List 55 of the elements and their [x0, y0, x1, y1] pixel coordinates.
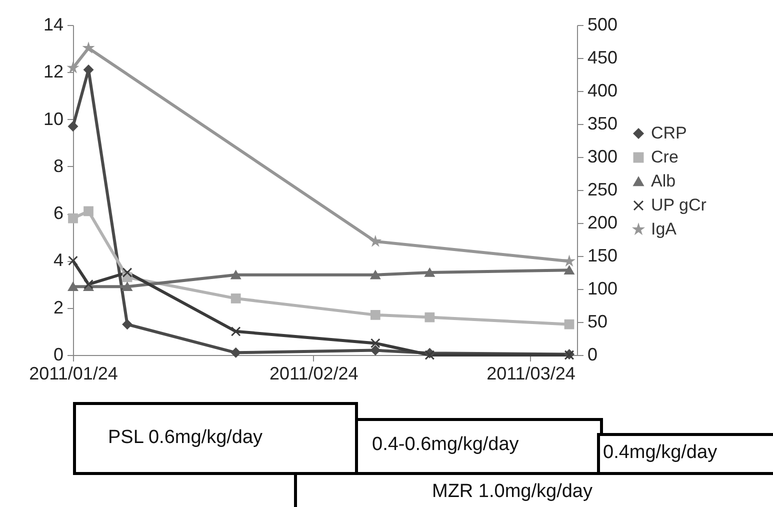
point — [84, 43, 94, 52]
x-tick-label: 2011/01/24 — [29, 364, 118, 384]
y2-tick-label: 300 — [588, 146, 618, 166]
point — [370, 236, 380, 246]
legend-label: IgA — [651, 220, 678, 238]
y2-tick-label: 200 — [588, 212, 618, 232]
x-tick-label: 2011/02/24 — [269, 364, 358, 384]
point — [370, 338, 380, 348]
y2-tick-label: 350 — [588, 114, 618, 134]
point — [122, 268, 132, 278]
x-tick-label: 2011/03/24 — [486, 364, 576, 384]
y-tick-label: 4 — [53, 250, 64, 270]
y2-tick-label: 50 — [588, 312, 608, 332]
point — [370, 310, 380, 320]
legend-label: CRP — [651, 124, 687, 142]
y-tick-label: 12 — [43, 62, 64, 82]
y-tick-label: 6 — [53, 203, 64, 224]
y2-tick-label: 100 — [588, 278, 618, 298]
point — [370, 345, 380, 356]
y-tick-label: 8 — [53, 156, 64, 176]
point — [68, 62, 78, 72]
y-tick-label: 10 — [43, 108, 64, 129]
text: MZR 1.0mg/kg/day — [432, 481, 592, 503]
point — [68, 256, 78, 266]
point — [370, 270, 380, 280]
text: PSL 0.6mg/kg/day — [108, 427, 263, 449]
point — [564, 319, 574, 330]
text: 0.4mg/kg/day — [603, 442, 718, 464]
point — [84, 206, 94, 216]
point — [230, 348, 241, 358]
y2-tick-label: 500 — [588, 14, 618, 34]
point — [424, 312, 435, 322]
point — [68, 121, 78, 132]
point — [84, 279, 94, 290]
y-tick-label: 2 — [53, 297, 64, 318]
y-tick-label: 14 — [43, 14, 64, 34]
y2-tick-label: 250 — [588, 180, 618, 200]
point — [122, 282, 132, 292]
point — [122, 319, 132, 330]
point — [68, 213, 78, 224]
y2-tick-label: 150 — [588, 246, 618, 266]
y-tick-label: 0 — [53, 344, 64, 364]
point — [230, 293, 241, 304]
point — [68, 282, 78, 292]
text: 0.4-0.6mg/kg/day — [372, 434, 519, 456]
point — [230, 270, 241, 280]
point — [230, 326, 241, 336]
point — [424, 268, 435, 277]
y2-tick-label: 400 — [588, 80, 618, 100]
point — [564, 266, 574, 275]
legend-label: Alb — [651, 172, 676, 190]
legend-label: Cre — [651, 148, 678, 166]
y2-tick-label: 0 — [588, 344, 598, 364]
y2-tick-label: 450 — [588, 48, 618, 68]
legend-label: UP gCr — [651, 196, 707, 214]
